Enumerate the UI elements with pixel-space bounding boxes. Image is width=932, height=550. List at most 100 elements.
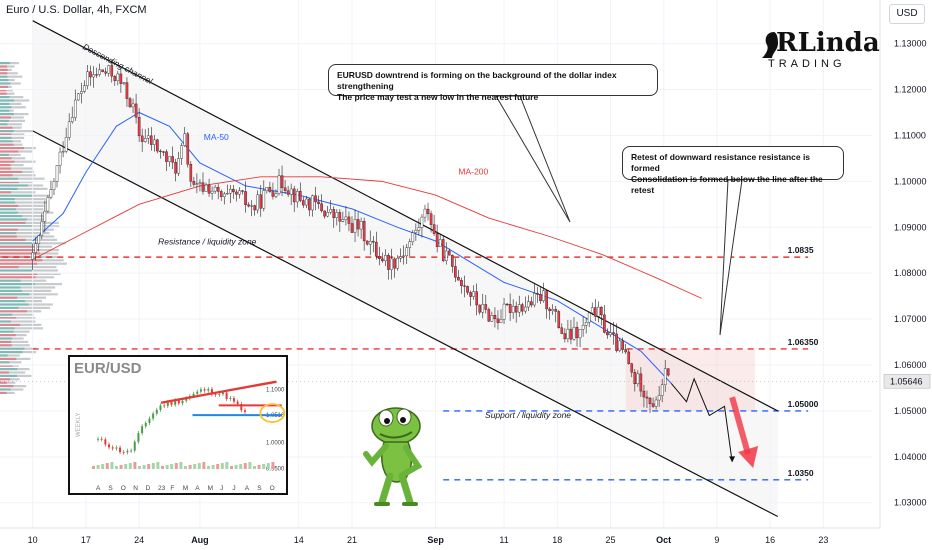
volume-bar-split xyxy=(0,276,36,279)
time-tick-6: Sep xyxy=(427,535,444,545)
volume-bar-split xyxy=(0,303,29,306)
volume-bar xyxy=(0,385,27,388)
inset-volume-bar xyxy=(216,464,220,469)
volume-bar-split xyxy=(0,283,35,286)
volume-bar-split xyxy=(0,92,7,95)
volume-bar-split xyxy=(0,249,40,252)
price-tick-6: 1.07000 xyxy=(894,314,927,324)
candle-up xyxy=(490,314,494,322)
candle-up xyxy=(277,175,281,194)
candle-down xyxy=(280,175,284,188)
volume-bar xyxy=(0,65,15,68)
volume-bar-split xyxy=(0,272,38,275)
ma50-label: MA-50 xyxy=(204,132,229,142)
candle-up xyxy=(533,293,536,306)
price-tick-3: 1.10000 xyxy=(894,176,927,186)
volume-bar-split xyxy=(0,62,10,65)
candle-up xyxy=(122,82,126,84)
candle-up xyxy=(329,209,333,213)
projection-line xyxy=(670,377,733,462)
volume-bar-split xyxy=(0,160,15,163)
volume-bar xyxy=(0,96,24,99)
moving-averages xyxy=(32,111,702,384)
inset-volume-bar xyxy=(262,464,266,469)
inset-candle xyxy=(122,452,125,453)
volume-bar-split xyxy=(0,194,33,197)
volume-bar xyxy=(0,320,36,323)
ma200-label: MA-200 xyxy=(458,166,488,176)
price-tick-7: 1.06000 xyxy=(894,360,927,370)
inset-candle xyxy=(163,405,166,407)
candle-down xyxy=(207,184,211,194)
volume-bar-split xyxy=(0,126,13,129)
candle-up xyxy=(411,232,415,242)
currency-button[interactable]: USD xyxy=(889,4,925,24)
volume-bar-split xyxy=(0,184,28,187)
volume-bar-split xyxy=(0,116,11,119)
inset-x-label-5: 23 xyxy=(158,485,166,492)
note-retest-line2: Consolidation is formed below the line a… xyxy=(631,174,823,195)
volume-bar-split xyxy=(0,266,19,269)
candle-down xyxy=(624,349,627,353)
volume-bar-split xyxy=(0,164,11,167)
thinking-frog-illustration xyxy=(363,407,423,506)
volume-bar-split xyxy=(0,361,10,364)
candle-up xyxy=(578,329,582,339)
inset-candle xyxy=(207,389,210,391)
volume-bar-split xyxy=(0,245,35,248)
volume-bar-split xyxy=(0,228,18,231)
candle-down xyxy=(174,161,177,174)
candle-down xyxy=(563,333,567,340)
candle-down xyxy=(216,186,220,192)
price-tick-10: 1.03000 xyxy=(894,498,927,508)
price-axis[interactable]: 1.13000 1.12000 1.11000 1.10000 1.09000 1.080… xyxy=(0,0,931,528)
down-arrow-shaft xyxy=(729,396,752,455)
volume-bar-split xyxy=(0,72,8,75)
candle-up xyxy=(423,208,427,218)
inset-candle xyxy=(196,391,199,394)
candle-down xyxy=(302,200,305,206)
candle-down xyxy=(259,194,263,209)
volume-bar-split xyxy=(0,181,20,184)
candle-down xyxy=(134,103,138,118)
inset-y-label-3: 0.9500 xyxy=(266,467,285,473)
inset-volume-bar xyxy=(179,462,183,469)
candle-down xyxy=(387,255,390,270)
inset-x-label-12: A xyxy=(245,485,250,492)
volume-bar-split xyxy=(0,374,18,377)
brand-logo: RLinda TRADING xyxy=(758,28,880,74)
volume-bar xyxy=(0,184,44,187)
inset-x-label-9: M xyxy=(208,485,213,492)
inset-volume-bar xyxy=(188,465,192,469)
candle-up xyxy=(52,181,56,190)
candle-down xyxy=(350,223,354,233)
candle-down xyxy=(435,233,439,248)
inset-candle xyxy=(229,398,232,400)
candle-up xyxy=(584,322,588,326)
candle-up xyxy=(481,304,485,313)
inset-candle xyxy=(199,389,202,392)
candle-down xyxy=(508,304,512,313)
volume-bar-split xyxy=(0,201,16,204)
volume-bar-split xyxy=(0,242,34,245)
volume-bar xyxy=(0,181,33,184)
volume-bar xyxy=(0,371,26,374)
time-tick-11: 9 xyxy=(714,535,719,545)
time-axis[interactable]: 10 17 24 Aug 14 21 Sep 11 18 25 Oct 9 16 23 xyxy=(0,527,880,545)
inset-volume-bar xyxy=(174,463,178,469)
inset-candle xyxy=(152,413,155,419)
volume-bar xyxy=(0,361,22,364)
volume-bar xyxy=(0,201,48,204)
candle-down xyxy=(186,133,190,165)
volume-bar-split xyxy=(0,351,23,354)
candle-down xyxy=(593,307,597,317)
candle-down xyxy=(478,304,482,313)
candle-up xyxy=(92,74,95,78)
inset-volume-bar xyxy=(271,462,275,469)
volume-bar-split xyxy=(0,65,7,68)
candle-down xyxy=(463,285,466,287)
candle-up xyxy=(153,139,156,145)
time-tick-13: 23 xyxy=(818,535,828,545)
volume-bar-split xyxy=(0,310,28,313)
